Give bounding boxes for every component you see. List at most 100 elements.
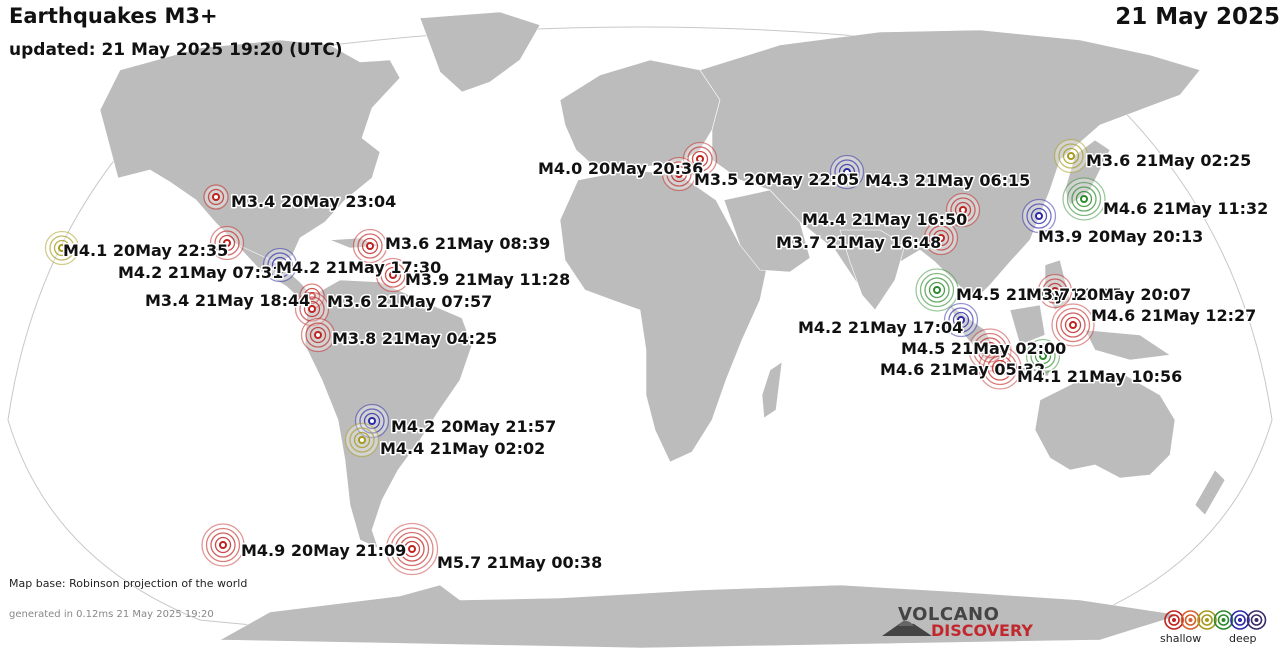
quake-label[interactable]: M3.6 21May 08:39 — [384, 233, 552, 255]
quake-epicenter-dot — [1051, 287, 1059, 295]
quake-ring — [218, 234, 236, 252]
continent-india — [839, 229, 906, 311]
island-borneo — [1009, 304, 1046, 346]
quake-marker[interactable] — [385, 522, 439, 576]
quake-marker[interactable] — [945, 192, 981, 228]
quake-ring — [1042, 278, 1068, 304]
legend-ring — [1180, 610, 1201, 630]
quake-marker[interactable] — [203, 184, 229, 210]
quake-marker[interactable] — [375, 257, 411, 293]
quake-marker[interactable] — [1037, 273, 1073, 309]
quake-epicenter-dot — [389, 271, 397, 279]
quake-label[interactable]: M3.9 20May 20:13 — [1037, 226, 1205, 248]
quake-label[interactable]: M3.6 21May 02:25 — [1085, 150, 1253, 172]
quake-epicenter-dot — [368, 417, 376, 425]
quake-epicenter-dot — [314, 331, 322, 339]
legend-ring — [1234, 614, 1246, 626]
quake-label[interactable]: M4.2 21May 07:31 — [117, 262, 285, 284]
quake-label[interactable]: M3.6 21May 07:57 — [326, 291, 494, 313]
quake-marker[interactable] — [209, 225, 245, 261]
quake-ring — [357, 233, 383, 259]
quake-ring — [403, 540, 421, 558]
quake-marker[interactable] — [344, 422, 380, 458]
quake-label[interactable]: M4.4 21May 16:50 — [801, 209, 969, 231]
quake-label[interactable]: M4.1 20May 22:35 — [62, 240, 230, 262]
quake-ring — [349, 427, 375, 453]
quake-marker[interactable] — [294, 291, 330, 327]
legend-ring — [1184, 614, 1197, 626]
quake-marker[interactable] — [661, 156, 697, 192]
quake-label[interactable]: M3.7 21May 16:48 — [775, 232, 943, 254]
quake-epicenter-dot — [675, 170, 683, 178]
quake-marker[interactable] — [978, 346, 1022, 390]
quake-label[interactable]: M4.3 21May 06:15 — [864, 170, 1032, 192]
legend-ring — [1168, 614, 1180, 626]
quake-epicenter-dot — [957, 316, 965, 324]
quake-epicenter-dot — [58, 244, 66, 252]
quake-marker[interactable] — [943, 302, 979, 338]
quake-ring — [267, 252, 293, 278]
legend-dot — [1172, 618, 1176, 622]
quake-label[interactable]: M4.2 21May 17:04 — [797, 317, 965, 339]
quake-ring — [353, 431, 371, 449]
quake-epicenter-dot — [959, 206, 967, 214]
quake-ring — [363, 412, 381, 430]
legend-ring — [1250, 614, 1263, 626]
quake-marker[interactable] — [1051, 303, 1095, 347]
quake-label[interactable]: M4.4 21May 02:02 — [379, 438, 547, 460]
quake-ring — [834, 159, 860, 185]
quake-label[interactable]: M4.6 21May 05:32 — [879, 359, 1047, 381]
quake-label[interactable]: M3.4 20May 23:04 — [230, 191, 398, 213]
quake-label[interactable]: M3.7 20May 20:07 — [1025, 284, 1193, 306]
quake-epicenter-dot — [843, 168, 851, 176]
island-madagascar — [761, 361, 783, 419]
quake-ring — [384, 266, 402, 284]
quake-ring — [303, 300, 321, 318]
quake-marker[interactable] — [1062, 177, 1106, 221]
quake-marker[interactable] — [44, 230, 80, 266]
legend-dot — [1238, 618, 1242, 622]
quake-label[interactable]: M4.0 20May 20:36 — [537, 158, 705, 180]
quake-marker[interactable] — [354, 403, 390, 439]
quake-label[interactable]: M4.6 21May 12:27 — [1090, 305, 1258, 327]
quake-marker[interactable] — [829, 154, 865, 190]
quake-marker[interactable] — [1053, 138, 1089, 174]
quake-ring — [1060, 312, 1086, 338]
quake-ring — [1030, 343, 1056, 369]
page-title: Earthquakes M3+ — [9, 4, 218, 28]
quake-marker[interactable] — [300, 317, 336, 353]
quake-ring — [210, 532, 236, 558]
quake-ring — [919, 272, 955, 308]
quake-marker[interactable] — [1021, 198, 1057, 234]
quake-label[interactable]: M4.6 21May 11:32 — [1102, 198, 1270, 220]
quake-epicenter-dot — [933, 286, 941, 294]
quake-marker[interactable] — [682, 141, 718, 177]
quake-epicenter-dot — [696, 155, 704, 163]
continent-asia — [699, 29, 1201, 301]
quake-label[interactable]: M3.5 20May 22:05 — [693, 169, 861, 191]
island-java — [989, 364, 1051, 377]
quake-label[interactable]: M4.1 21May 10:56 — [1016, 366, 1184, 388]
quake-marker[interactable] — [201, 523, 245, 567]
quake-label[interactable]: M3.8 21May 04:25 — [331, 328, 499, 350]
quake-label[interactable]: M4.9 20May 21:09 — [240, 540, 408, 562]
legend-ring — [1230, 610, 1250, 630]
quake-marker[interactable] — [262, 247, 298, 283]
quake-label[interactable]: M4.2 20May 21:57 — [390, 416, 558, 438]
quake-epicenter-dot — [212, 193, 220, 201]
quake-marker[interactable] — [915, 268, 959, 312]
quake-label[interactable]: M4.2 21May 17:30 — [275, 257, 443, 279]
quake-label[interactable]: M3.4 21May 18:44 — [144, 290, 312, 312]
quake-marker[interactable] — [1025, 338, 1061, 374]
quake-label[interactable]: M3.9 21May 11:28 — [404, 269, 572, 291]
quake-marker[interactable] — [352, 228, 388, 264]
quake-ring — [305, 322, 331, 348]
continent-antarctica — [218, 584, 1181, 649]
quake-label[interactable]: M4.5 21May 02:00 — [900, 338, 1068, 360]
quake-marker[interactable] — [923, 220, 959, 256]
volcano-discovery-logo[interactable]: VOLCANO DISCOVERY — [880, 604, 1040, 640]
quake-epicenter-dot — [358, 436, 366, 444]
quake-label[interactable]: M5.7 21May 00:38 — [436, 552, 604, 574]
quake-label[interactable]: M4.5 21May 14:27 — [955, 284, 1123, 306]
